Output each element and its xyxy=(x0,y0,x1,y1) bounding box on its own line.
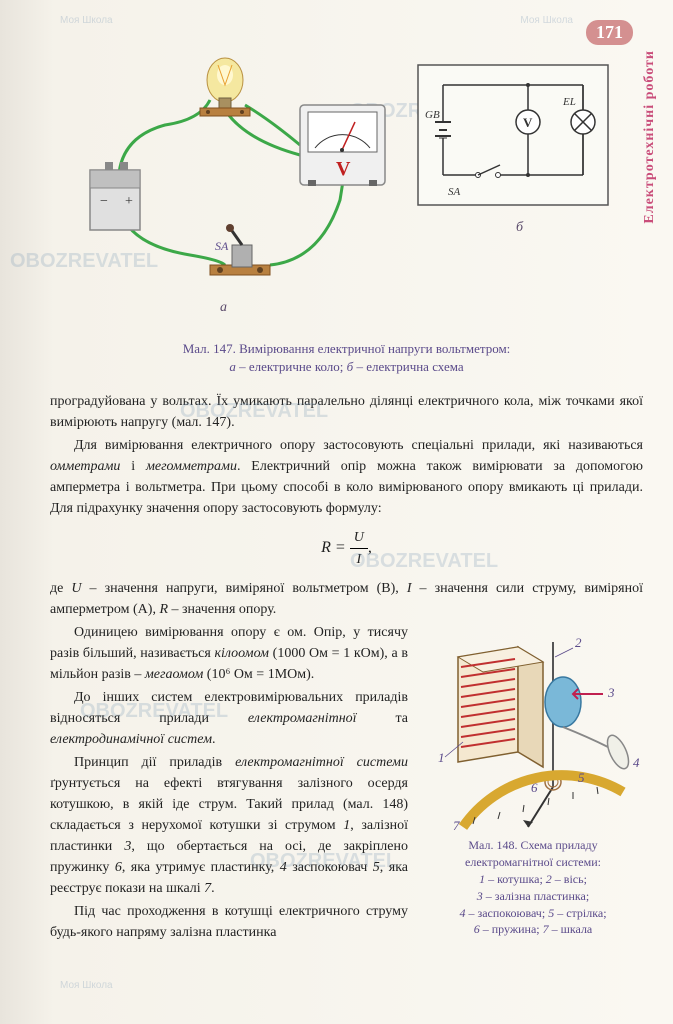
term: кілоомом xyxy=(214,646,269,661)
text: (10⁶ Ом = 1МОм). xyxy=(203,667,314,682)
watermark-small: Моя Школа xyxy=(60,980,113,991)
text: . xyxy=(212,732,216,747)
formula-num: U xyxy=(350,527,368,549)
caption-text: – шкала xyxy=(549,922,593,936)
term: електродинамічної систем xyxy=(50,732,212,747)
term: мегомметрами xyxy=(146,459,237,474)
term: електромагнітної xyxy=(248,711,357,726)
var: U xyxy=(71,581,81,596)
caption-text: – котушка; xyxy=(485,872,546,886)
paragraph: Для вимірювання електричного опору засто… xyxy=(50,435,643,519)
text: та xyxy=(357,711,408,726)
var: R xyxy=(159,602,168,617)
body-text: проградуйована у вольтах. Їх умикають па… xyxy=(50,391,643,943)
formula-den: I xyxy=(350,549,368,570)
caption-text: – залізна пластинка; xyxy=(483,889,589,903)
paragraph: де U – значення напруги, виміряної вольт… xyxy=(50,578,643,620)
caption-text: – заспокоювач; xyxy=(465,906,548,920)
caption-text: – пружина; xyxy=(480,922,543,936)
figure-148: 1 2 3 4 5 6 7 Мал. 148. Схема приладу ел… xyxy=(423,632,643,938)
page-number: 171 xyxy=(586,20,633,45)
text: , яка утримує пластинку, xyxy=(122,860,280,875)
figure-147b: GB SA V EL xyxy=(413,60,613,210)
svg-text:5: 5 xyxy=(578,770,585,785)
svg-text:7: 7 xyxy=(453,818,460,832)
num: 4 xyxy=(280,860,287,875)
caption-text: – електричне коло; xyxy=(236,359,347,374)
svg-text:4: 4 xyxy=(633,755,640,770)
term: омметрами xyxy=(50,459,120,474)
svg-text:V: V xyxy=(336,158,351,180)
text: – значення опору. xyxy=(168,602,276,617)
figure-147-area: − + V SA xyxy=(50,50,643,330)
svg-text:SA: SA xyxy=(448,186,461,198)
formula-eq: = xyxy=(331,540,350,557)
caption-text: – стрілка; xyxy=(554,906,606,920)
text: і xyxy=(120,459,146,474)
formula-lhs: R xyxy=(321,540,331,557)
svg-text:SA: SA xyxy=(215,239,229,253)
caption-text: Мал. 147. Вимірювання електричної напруг… xyxy=(183,341,511,356)
formula: R = UI, xyxy=(50,527,643,570)
paragraph: проградуйована у вольтах. Їх умикають па… xyxy=(50,391,643,433)
textbook-page: 171 Електротехнічні роботи OBOZREVATEL O… xyxy=(0,0,673,1024)
num: 5 xyxy=(373,860,380,875)
text: . xyxy=(211,881,215,896)
caption-text: – електрична схема xyxy=(353,359,463,374)
svg-text:1: 1 xyxy=(438,750,445,765)
svg-text:V: V xyxy=(523,115,533,130)
term: електромагнітної системи xyxy=(235,755,408,770)
text: заспокоювач xyxy=(287,860,373,875)
caption-text: – вісь; xyxy=(552,872,587,886)
svg-text:3: 3 xyxy=(607,685,615,700)
watermark-small: Моя Школа xyxy=(60,15,113,26)
text: Принцип дії приладів xyxy=(74,755,235,770)
num: 6 xyxy=(115,860,122,875)
svg-text:6: 6 xyxy=(531,780,538,795)
formula-comma: , xyxy=(368,540,372,557)
fig-147a-label: а xyxy=(220,300,227,316)
section-label: Електротехнічні роботи xyxy=(642,50,658,224)
watermark-small: Моя Школа xyxy=(520,15,573,26)
figure-148-caption: Мал. 148. Схема приладу електромагнітної… xyxy=(423,837,643,938)
svg-text:2: 2 xyxy=(575,635,582,650)
figure-147-caption: Мал. 147. Вимірювання електричної напруг… xyxy=(50,340,643,376)
text: Для вимірювання електричного опору засто… xyxy=(74,438,643,453)
svg-text:+: + xyxy=(125,194,133,209)
fig-147b-label: б xyxy=(516,220,523,236)
text: де xyxy=(50,581,71,596)
svg-text:GB: GB xyxy=(425,109,440,121)
svg-text:EL: EL xyxy=(562,96,576,108)
caption-text: Мал. 148. Схема приладу електромагнітної… xyxy=(465,838,601,869)
figure-147a: − + V SA xyxy=(70,50,400,290)
term: мегаомом xyxy=(145,667,203,682)
svg-text:−: − xyxy=(100,194,108,209)
figure-148-svg: 1 2 3 4 5 6 7 xyxy=(423,632,643,832)
text: – значення напруги, виміряної вольтметро… xyxy=(82,581,407,596)
